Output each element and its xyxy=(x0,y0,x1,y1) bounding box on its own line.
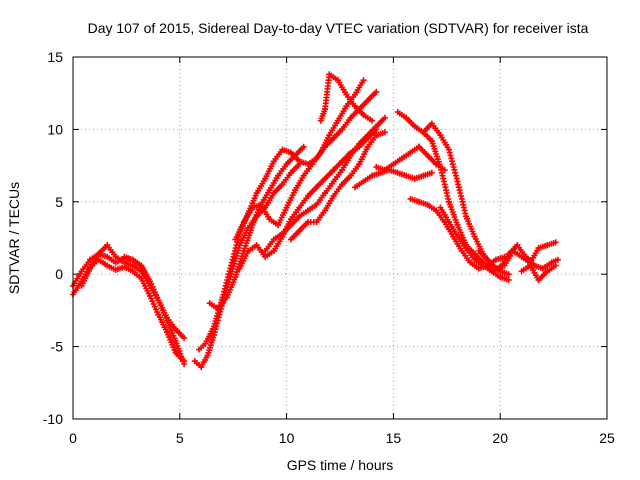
series-track-10 xyxy=(262,114,388,254)
y-tick-label: -10 xyxy=(43,411,63,427)
series-track-11 xyxy=(287,129,388,243)
x-tick-label: 10 xyxy=(279,430,295,446)
chart-title: Day 107 of 2015, Sidereal Day-to-day VTE… xyxy=(88,20,589,36)
y-tick-label: 15 xyxy=(47,49,63,65)
grid xyxy=(73,57,607,419)
data-series xyxy=(70,71,561,370)
y-tick-label: -5 xyxy=(51,339,64,355)
data-point-marks xyxy=(394,169,410,179)
data-point-marks xyxy=(548,256,561,266)
plot-frame xyxy=(72,56,608,420)
y-tick-label: 10 xyxy=(47,121,63,137)
y-tick-label: 5 xyxy=(55,194,63,210)
x-tick-label: 25 xyxy=(599,430,615,446)
series-track-19 xyxy=(475,239,559,272)
series-track-7 xyxy=(206,143,307,312)
series-track-15 xyxy=(394,109,512,283)
data-point-marks xyxy=(407,195,422,205)
series-track-6 xyxy=(196,88,380,353)
data-point-marks xyxy=(544,262,559,275)
axis-ticks: 0 5 10 15 20 25 -10 -5 0 5 10 15 xyxy=(43,49,615,446)
data-point-marks xyxy=(497,274,512,283)
data-point-marks xyxy=(292,143,307,159)
data-point-marks xyxy=(352,77,367,98)
y-tick-label: 0 xyxy=(55,266,63,282)
series-track-4 xyxy=(121,253,188,367)
data-point-marks xyxy=(544,239,559,249)
data-point-marks xyxy=(373,114,388,130)
data-point-marks xyxy=(445,198,461,228)
data-point-marks xyxy=(172,337,188,367)
series-track-14 xyxy=(373,143,448,173)
data-point-marks xyxy=(287,227,303,243)
data-point-marks xyxy=(411,172,427,182)
y-axis-label: SDTVAR / TECUs xyxy=(6,182,22,294)
data-point-marks xyxy=(454,178,469,220)
data-point-marks xyxy=(463,213,478,240)
x-axis-label: GPS time / hours xyxy=(287,457,394,473)
series-track-8 xyxy=(232,77,367,243)
x-tick-label: 20 xyxy=(492,430,508,446)
x-tick-label: 0 xyxy=(69,430,77,446)
data-point-marks xyxy=(360,111,375,124)
data-point-marks xyxy=(373,129,388,139)
series-track-20 xyxy=(518,262,559,283)
data-point-marks xyxy=(172,326,188,341)
x-tick-label: 5 xyxy=(176,430,184,446)
series-track-13 xyxy=(352,166,435,191)
x-tick-label: 15 xyxy=(386,430,402,446)
data-point-marks xyxy=(420,169,435,179)
data-point-marks xyxy=(364,88,380,104)
data-point-marks xyxy=(428,138,444,170)
data-point-marks xyxy=(445,146,461,185)
series-track-12 xyxy=(317,71,375,124)
